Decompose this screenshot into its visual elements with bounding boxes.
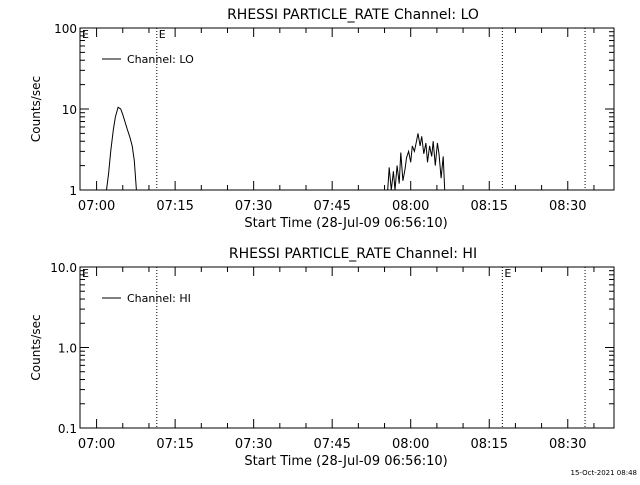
legend-entry: Channel: LO — [127, 53, 194, 66]
event-marker-label: E — [159, 28, 166, 41]
x-tick-label: 07:15 — [156, 199, 193, 214]
y-tick-label: 10.0 — [50, 261, 77, 275]
chart-title: RHESSI PARTICLE_RATE Channel: LO — [227, 7, 479, 23]
start-marker-label: E — [82, 267, 89, 280]
series-line — [106, 106, 137, 191]
y-tick-label: 0.1 — [58, 422, 77, 436]
x-tick-label: 07:45 — [313, 199, 350, 214]
x-axis-label: Start Time (28-Jul-09 06:56:10) — [244, 216, 447, 231]
event-marker-label: E — [504, 267, 511, 280]
x-tick-label: 08:00 — [392, 437, 429, 452]
x-tick-label: 08:30 — [549, 199, 586, 214]
chart-panel-1: RHESSI PARTICLE_RATE Channel: LO Counts/s… — [29, 7, 615, 231]
generation-timestamp: 15-Oct-2021 08:48 — [571, 469, 637, 477]
legend-entry: Channel: HI — [127, 292, 191, 305]
x-tick-label: 08:15 — [471, 437, 508, 452]
y-tick-label: 1.0 — [58, 342, 77, 356]
start-marker-label: E — [82, 28, 89, 41]
x-tick-label: 07:15 — [156, 437, 193, 452]
x-tick-label: 07:30 — [235, 437, 272, 452]
x-tick-label: 07:00 — [78, 437, 115, 452]
x-axis-label: Start Time (28-Jul-09 06:56:10) — [244, 454, 447, 469]
x-tick-label: 08:15 — [471, 199, 508, 214]
y-tick-label: 10 — [62, 103, 77, 117]
y-axis-label: Counts/sec — [29, 76, 43, 142]
x-tick-label: 07:45 — [313, 437, 350, 452]
x-tick-label: 07:00 — [78, 199, 115, 214]
y-tick-label: 1 — [69, 184, 77, 198]
chart-panel-2: RHESSI PARTICLE_RATE Channel: HI Counts/s… — [29, 246, 615, 469]
series-line — [387, 133, 446, 191]
x-tick-label: 07:30 — [235, 199, 272, 214]
x-tick-label: 08:30 — [549, 437, 586, 452]
y-tick-label: 100 — [54, 22, 77, 36]
x-tick-label: 08:00 — [392, 199, 429, 214]
y-axis-label: Counts/sec — [29, 314, 43, 380]
chart-title: RHESSI PARTICLE_RATE Channel: HI — [229, 246, 477, 262]
